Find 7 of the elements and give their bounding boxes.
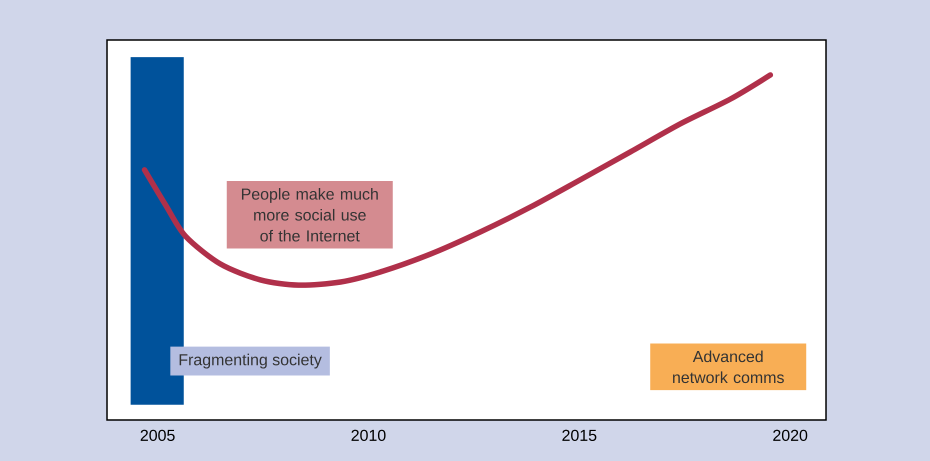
x-tick-label: 2005 xyxy=(140,430,175,441)
x-tick-label: 2010 xyxy=(352,430,386,441)
annotation: Fragmenting society xyxy=(180,354,322,369)
x-tick-label: 2020 xyxy=(773,430,808,441)
annotation: People make much more social use of the Internet xyxy=(242,188,378,242)
annotation: Advanced network comms xyxy=(673,350,784,384)
x-tick-label: 2015 xyxy=(562,430,596,441)
